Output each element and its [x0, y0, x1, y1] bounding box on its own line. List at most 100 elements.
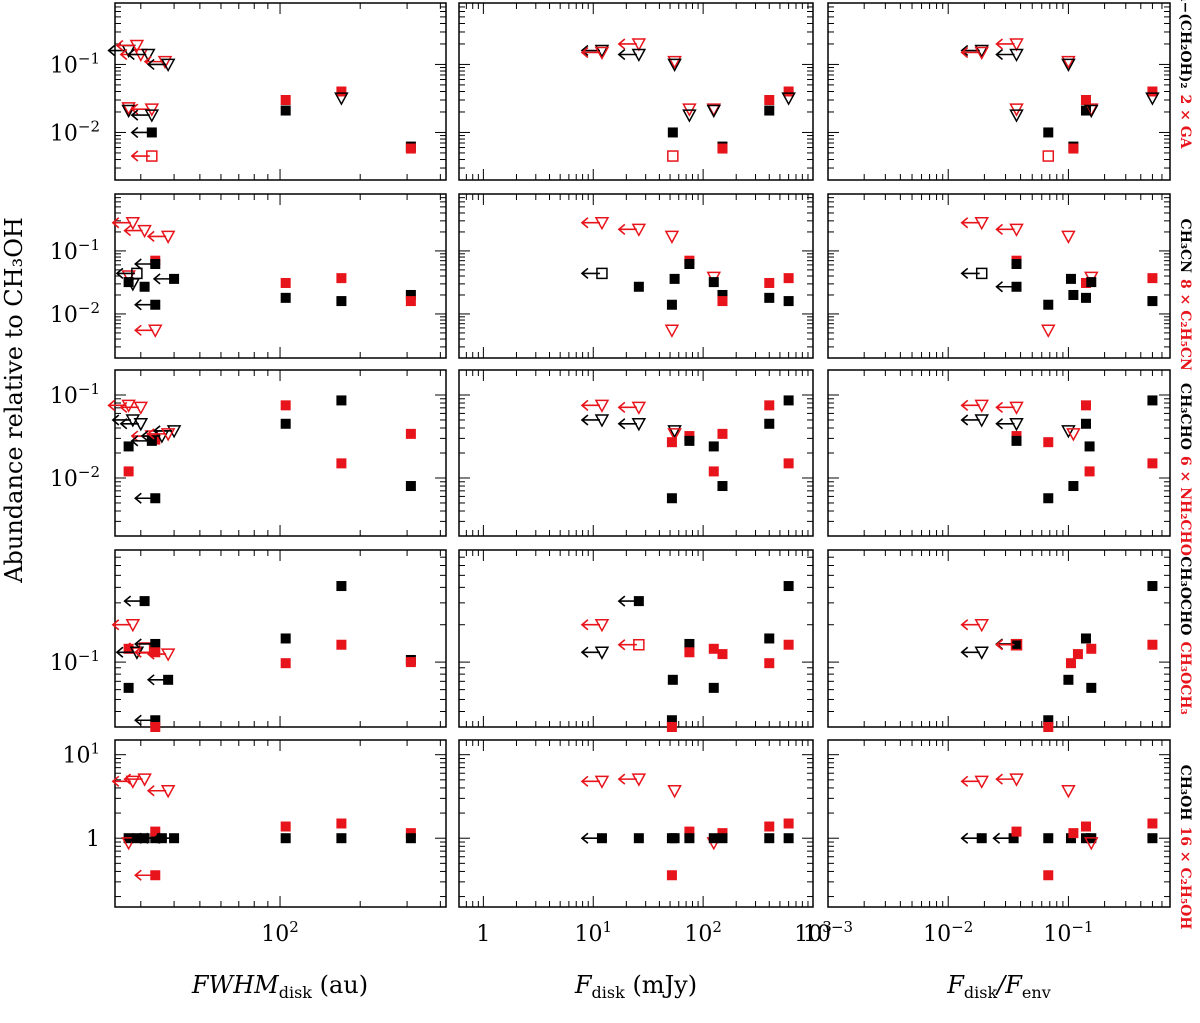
data-point-black-sq — [405, 289, 416, 300]
filled-square-marker — [1147, 296, 1158, 307]
data-point-black-tri — [1009, 109, 1024, 123]
data-point-red-tri — [580, 618, 610, 633]
data-point-red-sq — [150, 826, 161, 837]
open-triangle-marker — [974, 618, 989, 633]
data-point-black-sq — [123, 441, 134, 452]
data-point-red-sq — [666, 870, 677, 881]
x-tick-label: 10−1 — [1043, 918, 1093, 947]
open-triangle-marker — [664, 230, 680, 244]
filled-square-marker — [1011, 435, 1022, 446]
filled-square-marker — [336, 833, 347, 844]
data-point-black-sq — [669, 833, 680, 844]
upper-limit-arrow — [617, 38, 637, 50]
filled-square-marker — [717, 296, 728, 307]
data-point-black-osq — [960, 267, 988, 280]
data-point-black-sq — [1080, 105, 1091, 116]
filled-square-marker — [405, 296, 416, 307]
data-point-red-tri — [1061, 230, 1076, 244]
upper-limit-arrow — [617, 418, 637, 430]
filled-square-marker — [666, 437, 677, 448]
filled-square-marker — [336, 86, 347, 97]
open-triangle-marker — [667, 55, 682, 70]
filled-square-marker — [764, 418, 775, 429]
data-point-black-sq — [764, 292, 775, 303]
data-point-black-sq — [666, 493, 677, 504]
data-point-black-sq — [1068, 289, 1079, 300]
data-point-red-sq — [1147, 639, 1158, 650]
data-point-black-sq — [666, 299, 677, 310]
data-point-red-tri — [960, 618, 989, 633]
upper-limit-arrow — [146, 428, 167, 440]
open-square-marker — [633, 638, 645, 651]
open-triangle-marker — [160, 230, 176, 244]
data-point-red-osq — [995, 638, 1023, 651]
row-label-black: a−(CH₂OH)₂ — [1177, 0, 1193, 89]
data-point-black-sq — [1147, 395, 1158, 406]
x-tick-label: 10−2 — [923, 918, 973, 947]
data-point-red-sq — [280, 821, 291, 832]
data-point-red-sq — [708, 643, 719, 654]
x-axis-labels: FWHMdisk (au) Fdisk (mJy) Fdisk/Fenv — [191, 971, 1051, 1002]
data-point-black-tri — [146, 58, 176, 72]
data-point-black-tri — [127, 48, 156, 63]
data-point-red-tri — [1041, 324, 1056, 338]
row-label-red: 6 × NH₂CHO — [1177, 456, 1193, 556]
filled-square-marker — [764, 400, 775, 411]
open-triangle-marker — [133, 401, 149, 415]
filled-square-marker — [280, 277, 291, 288]
panel-frame — [827, 193, 1171, 359]
open-triangle-marker — [133, 418, 149, 432]
open-square-marker — [146, 150, 158, 162]
filled-square-marker — [783, 395, 794, 406]
open-triangle-marker — [1061, 785, 1076, 799]
data-point-red-osq — [667, 150, 679, 162]
open-triangle-marker — [706, 104, 722, 119]
data-point-red-tri — [995, 773, 1024, 787]
data-point-black-sq — [1147, 296, 1158, 307]
data-point-red-sq — [783, 458, 794, 469]
data-point-black-sq — [783, 581, 794, 592]
data-point-black-sq — [764, 833, 775, 844]
data-point-black-sq — [1063, 674, 1074, 685]
data-point-red-sq — [1068, 828, 1079, 839]
data-point-black-tri — [125, 278, 141, 292]
data-point-red-sq — [1147, 86, 1158, 97]
upper-limit-arrow — [995, 223, 1015, 235]
panel-frame — [827, 369, 1171, 537]
y-tick-label: 10−1 — [50, 236, 100, 265]
panel-r4-c1 — [458, 739, 814, 908]
data-point-black-sq — [783, 296, 794, 307]
open-square-marker — [596, 267, 608, 280]
upper-limit-arrow — [123, 224, 143, 237]
upper-limit-arrow — [134, 638, 154, 650]
filled-square-marker — [280, 658, 291, 669]
open-triangle-marker — [160, 785, 176, 799]
open-triangle-marker — [1061, 230, 1076, 244]
filled-square-marker — [280, 94, 291, 105]
data-point-red-tri — [146, 785, 176, 799]
upper-limit-arrow — [134, 714, 154, 726]
filled-square-marker — [764, 94, 775, 105]
data-point-red-sq — [717, 143, 728, 154]
open-triangle-marker — [974, 216, 989, 231]
data-point-red-sq — [1043, 870, 1054, 881]
filled-square-marker — [405, 289, 416, 300]
data-point-black-sq — [1080, 633, 1091, 644]
filled-square-marker — [1043, 833, 1054, 844]
open-triangle-marker — [125, 618, 141, 633]
data-point-black-sq — [684, 259, 695, 270]
upper-limit-arrow — [580, 619, 600, 631]
open-triangle-marker — [334, 92, 349, 106]
data-point-red-sq — [666, 437, 677, 448]
filled-square-marker — [1147, 86, 1158, 97]
data-point-red-sq — [134, 869, 161, 881]
filled-square-marker — [684, 435, 695, 446]
open-triangle-marker — [160, 648, 176, 662]
data-point-black-sq — [336, 581, 347, 592]
filled-square-marker — [123, 643, 134, 654]
data-point-black-tri — [682, 109, 697, 123]
panel-frame — [458, 2, 814, 181]
data-point-black-sq — [336, 833, 347, 844]
data-point-black-sq — [717, 481, 728, 492]
data-point-black-sq — [717, 833, 728, 844]
